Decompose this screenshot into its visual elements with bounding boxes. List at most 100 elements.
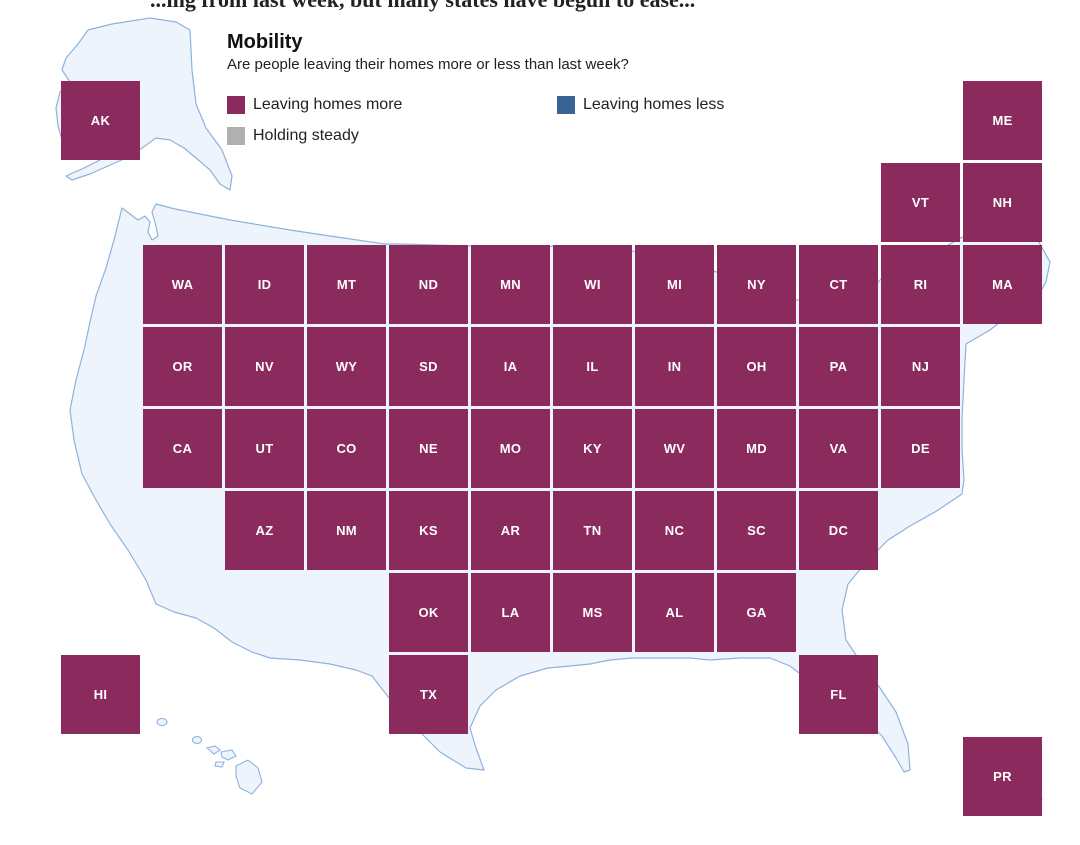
state-label: AR xyxy=(500,523,521,538)
state-label: ME xyxy=(992,113,1013,128)
state-tile-ri[interactable]: RI xyxy=(881,245,960,324)
state-tile-tx[interactable]: TX xyxy=(389,655,468,734)
state-tile-nc[interactable]: NC xyxy=(635,491,714,570)
state-label: VA xyxy=(829,441,848,456)
state-label: MA xyxy=(992,277,1013,292)
state-tile-nd[interactable]: ND xyxy=(389,245,468,324)
state-label: OK xyxy=(418,605,439,620)
state-tile-ga[interactable]: GA xyxy=(717,573,796,652)
state-label: MS xyxy=(582,605,603,620)
state-label: CT xyxy=(829,277,848,292)
state-tile-de[interactable]: DE xyxy=(881,409,960,488)
state-tile-ne[interactable]: NE xyxy=(389,409,468,488)
legend-label-steady: Holding steady xyxy=(253,127,359,144)
state-label: PA xyxy=(829,359,848,374)
state-label: SD xyxy=(419,359,438,374)
state-label: WA xyxy=(171,277,194,292)
state-label: LA xyxy=(501,605,520,620)
state-tile-ia[interactable]: IA xyxy=(471,327,550,406)
state-tile-ok[interactable]: OK xyxy=(389,573,468,652)
state-tile-co[interactable]: CO xyxy=(307,409,386,488)
state-tile-oh[interactable]: OH xyxy=(717,327,796,406)
state-tile-nv[interactable]: NV xyxy=(225,327,304,406)
state-label: OH xyxy=(746,359,767,374)
state-label: MD xyxy=(746,441,767,456)
state-label: WV xyxy=(663,441,686,456)
state-label: MI xyxy=(666,277,683,292)
state-label: WI xyxy=(584,277,601,292)
state-tile-wa[interactable]: WA xyxy=(143,245,222,324)
state-label: ID xyxy=(257,277,272,292)
state-label: FL xyxy=(830,687,847,702)
state-tile-or[interactable]: OR xyxy=(143,327,222,406)
legend-swatch-more xyxy=(227,96,245,114)
state-tile-me[interactable]: ME xyxy=(963,81,1042,160)
state-label: NC xyxy=(664,523,685,538)
state-tile-mn[interactable]: MN xyxy=(471,245,550,324)
state-label: UT xyxy=(255,441,274,456)
state-tile-md[interactable]: MD xyxy=(717,409,796,488)
state-label: NV xyxy=(255,359,274,374)
state-tile-wy[interactable]: WY xyxy=(307,327,386,406)
state-label: CA xyxy=(172,441,193,456)
state-label: MN xyxy=(500,277,521,292)
state-tile-ak[interactable]: AK xyxy=(61,81,140,160)
legend-label-more: Leaving homes more xyxy=(253,96,403,113)
state-label: MO xyxy=(499,441,522,456)
map-subtitle: Are people leaving their homes more or l… xyxy=(227,56,629,73)
state-tile-ut[interactable]: UT xyxy=(225,409,304,488)
state-tile-mi[interactable]: MI xyxy=(635,245,714,324)
state-tile-vt[interactable]: VT xyxy=(881,163,960,242)
state-label: WY xyxy=(335,359,358,374)
state-tile-wi[interactable]: WI xyxy=(553,245,632,324)
state-tile-ma[interactable]: MA xyxy=(963,245,1042,324)
state-tile-sd[interactable]: SD xyxy=(389,327,468,406)
state-tile-hi[interactable]: HI xyxy=(61,655,140,734)
state-tile-dc[interactable]: DC xyxy=(799,491,878,570)
state-label: DE xyxy=(911,441,930,456)
state-tile-ar[interactable]: AR xyxy=(471,491,550,570)
state-tile-al[interactable]: AL xyxy=(635,573,714,652)
state-tile-ny[interactable]: NY xyxy=(717,245,796,324)
state-tile-ky[interactable]: KY xyxy=(553,409,632,488)
state-label: AK xyxy=(90,113,111,128)
state-tile-va[interactable]: VA xyxy=(799,409,878,488)
state-tile-in[interactable]: IN xyxy=(635,327,714,406)
state-tile-ct[interactable]: CT xyxy=(799,245,878,324)
state-tile-tn[interactable]: TN xyxy=(553,491,632,570)
state-label: CO xyxy=(336,441,357,456)
state-label: SC xyxy=(747,523,766,538)
state-label: RI xyxy=(913,277,928,292)
state-tile-pr[interactable]: PR xyxy=(963,737,1042,816)
state-tile-nm[interactable]: NM xyxy=(307,491,386,570)
state-label: NY xyxy=(747,277,766,292)
state-label: MT xyxy=(336,277,357,292)
state-label: DC xyxy=(828,523,849,538)
state-tile-fl[interactable]: FL xyxy=(799,655,878,734)
state-tile-la[interactable]: LA xyxy=(471,573,550,652)
state-tile-pa[interactable]: PA xyxy=(799,327,878,406)
state-tile-nj[interactable]: NJ xyxy=(881,327,960,406)
state-tile-mt[interactable]: MT xyxy=(307,245,386,324)
state-label: TX xyxy=(419,687,438,702)
state-tile-mo[interactable]: MO xyxy=(471,409,550,488)
state-label: GA xyxy=(746,605,767,620)
state-tile-sc[interactable]: SC xyxy=(717,491,796,570)
state-tile-nh[interactable]: NH xyxy=(963,163,1042,242)
state-label: NE xyxy=(419,441,438,456)
state-label: IN xyxy=(667,359,682,374)
state-tile-ks[interactable]: KS xyxy=(389,491,468,570)
state-label: HI xyxy=(93,687,108,702)
state-tile-il[interactable]: IL xyxy=(553,327,632,406)
state-tile-id[interactable]: ID xyxy=(225,245,304,324)
state-label: AL xyxy=(665,605,684,620)
state-label: KS xyxy=(419,523,438,538)
state-tile-ca[interactable]: CA xyxy=(143,409,222,488)
state-tile-wv[interactable]: WV xyxy=(635,409,714,488)
state-label: NJ xyxy=(911,359,930,374)
state-tile-az[interactable]: AZ xyxy=(225,491,304,570)
state-label: OR xyxy=(172,359,193,374)
state-tile-ms[interactable]: MS xyxy=(553,573,632,652)
header-clipped-text: ...ing from last week, but many states h… xyxy=(150,0,850,13)
